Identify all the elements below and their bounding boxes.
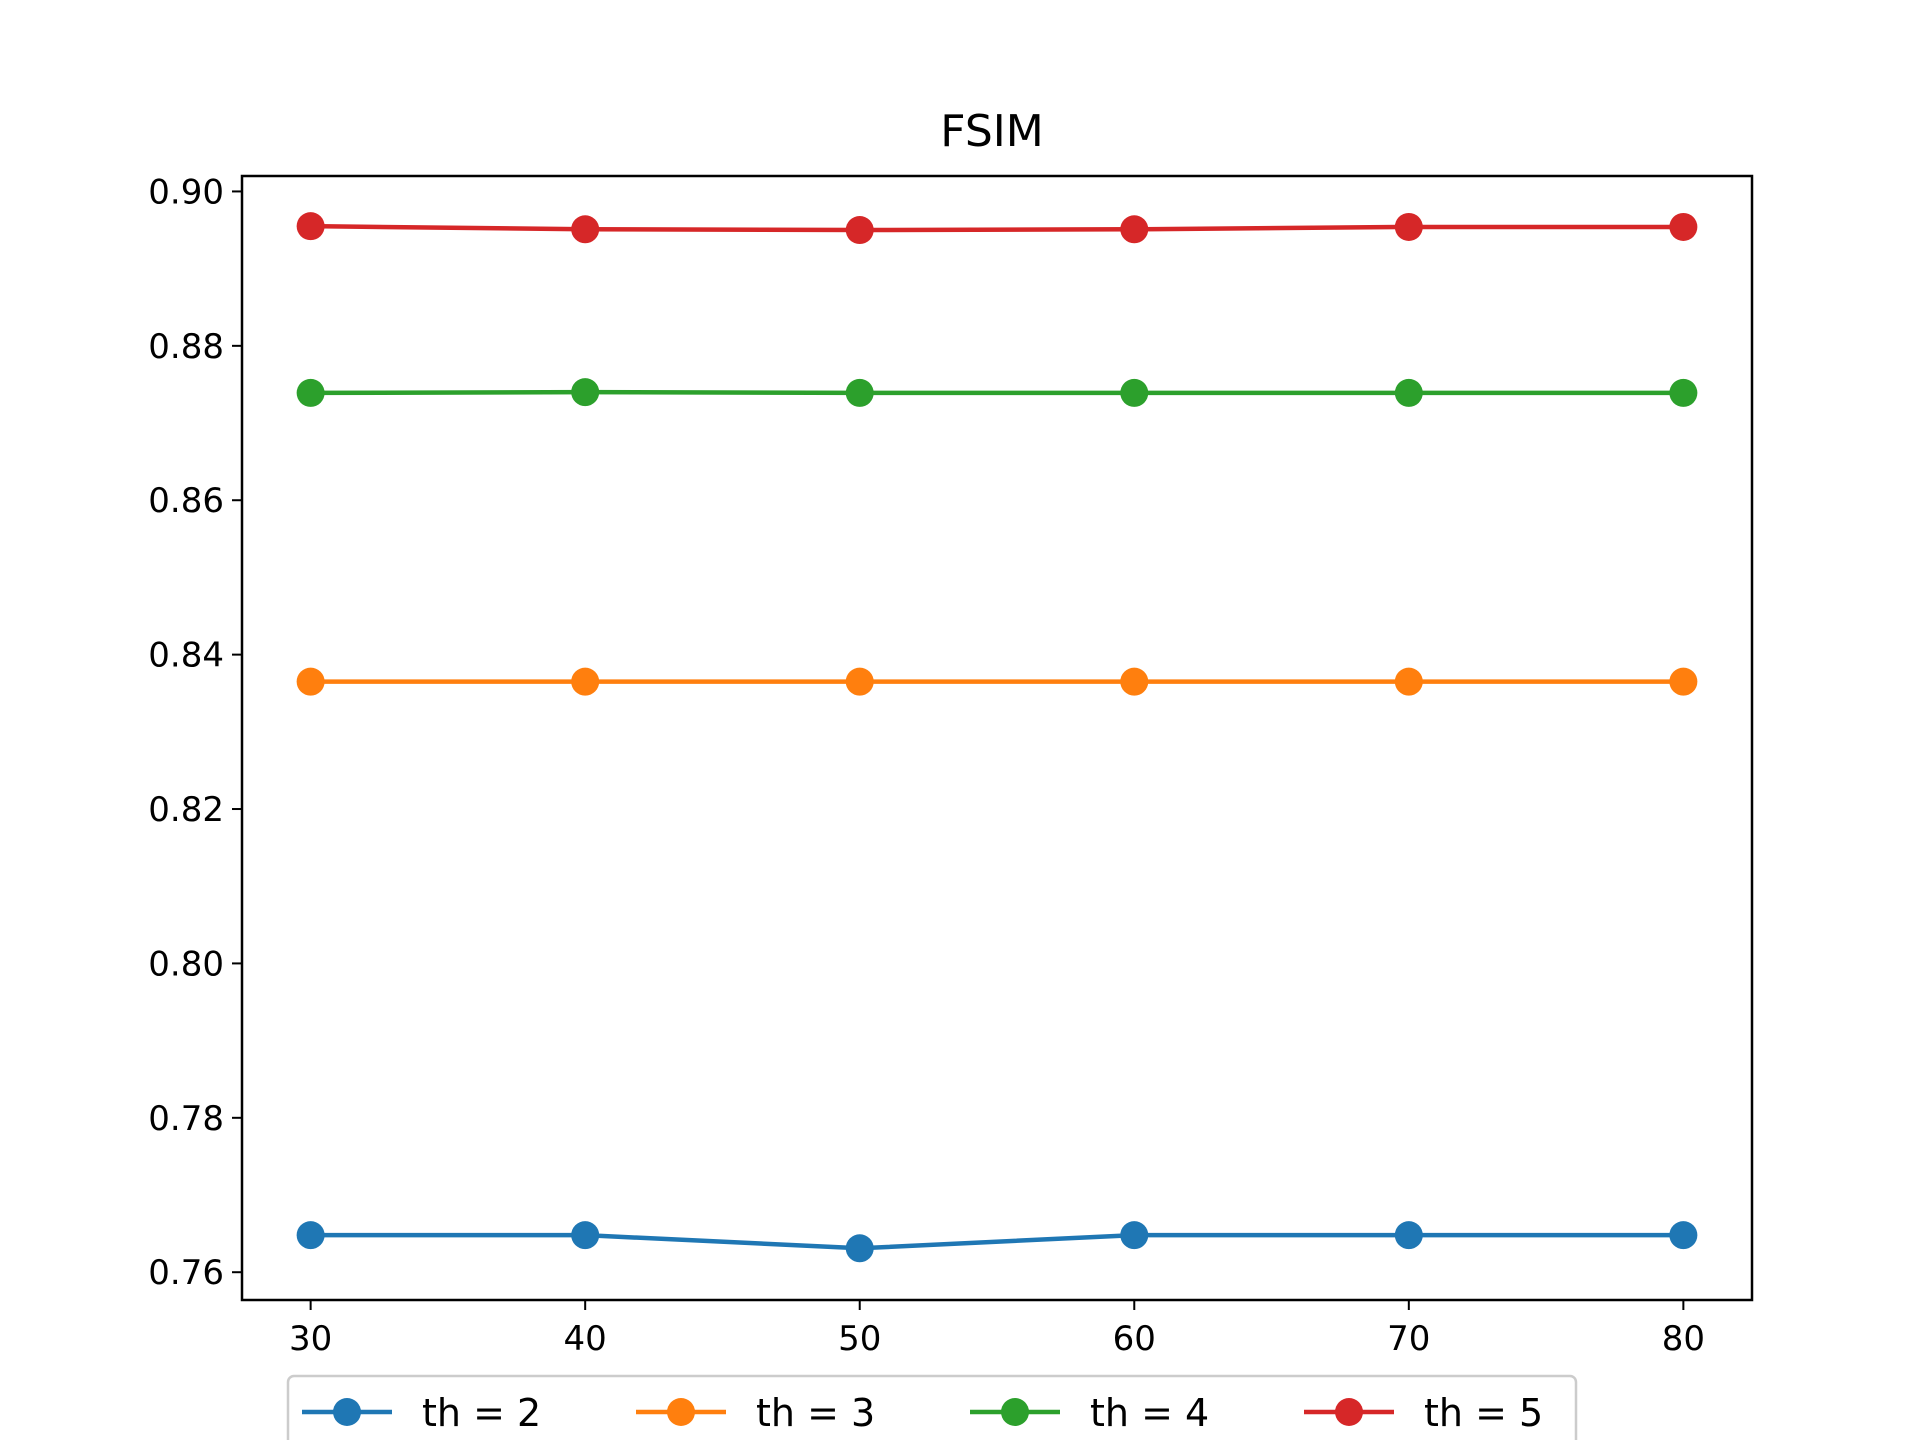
y-tick-label: 0.80	[148, 944, 224, 984]
x-tick-label: 80	[1662, 1319, 1705, 1359]
legend-label: th = 3	[756, 1391, 875, 1435]
data-point	[1669, 1221, 1698, 1250]
data-point	[845, 667, 874, 696]
legend: th = 2 th = 3 th = 4 th = 5	[286, 1374, 1578, 1440]
axes-frame	[240, 174, 1754, 1302]
data-point	[571, 215, 600, 244]
data-point	[571, 667, 600, 696]
data-point	[296, 1221, 325, 1250]
legend-label: th = 2	[422, 1391, 541, 1435]
axes: 30 40 50 60 70 80 0.76 0.78 0.80 0.82 0.84 0.86 0.88…	[148, 172, 1754, 1359]
x-tick-label: 60	[1113, 1319, 1156, 1359]
legend-label: th = 4	[1090, 1391, 1209, 1435]
data-point	[296, 667, 325, 696]
series-line-th-5	[310, 223, 1684, 233]
legend-marker	[1335, 1398, 1363, 1426]
y-tick-label: 0.84	[148, 636, 224, 676]
x-tick-label: 30	[289, 1319, 332, 1359]
data-point	[571, 1221, 600, 1250]
legend-marker	[333, 1398, 361, 1426]
data-point	[296, 212, 325, 241]
legend-marker	[1001, 1398, 1029, 1426]
chart-title: FSIM	[940, 106, 1043, 157]
y-tick-label: 0.88	[148, 327, 224, 367]
plot-area	[296, 212, 1698, 1263]
data-point	[1669, 378, 1698, 407]
data-point	[1394, 378, 1423, 407]
data-point	[845, 1234, 874, 1263]
data-point	[845, 378, 874, 407]
x-tick-label: 50	[838, 1319, 881, 1359]
data-point	[1394, 212, 1423, 241]
y-tick-label: 0.90	[148, 172, 224, 212]
series-line-th-2	[310, 1232, 1684, 1251]
data-point	[1120, 1221, 1149, 1250]
y-tick-label: 0.76	[148, 1253, 224, 1293]
data-point	[1120, 378, 1149, 407]
data-point	[1669, 212, 1698, 241]
data-point	[1120, 667, 1149, 696]
data-point	[1394, 1221, 1423, 1250]
series-line-th-4	[310, 389, 1684, 396]
data-point	[845, 216, 874, 245]
legend-box	[286, 1374, 1578, 1440]
data-point	[1120, 215, 1149, 244]
y-tick-label: 0.78	[148, 1099, 224, 1139]
y-tick-label: 0.82	[148, 790, 224, 830]
legend-marker	[667, 1398, 695, 1426]
x-tick-label: 40	[564, 1319, 607, 1359]
data-point	[1394, 667, 1423, 696]
legend-label: th = 5	[1424, 1391, 1543, 1435]
data-point	[1669, 667, 1698, 696]
data-point	[296, 378, 325, 407]
data-point	[571, 378, 600, 407]
y-tick-label: 0.86	[148, 481, 224, 521]
x-tick-label: 70	[1387, 1319, 1430, 1359]
